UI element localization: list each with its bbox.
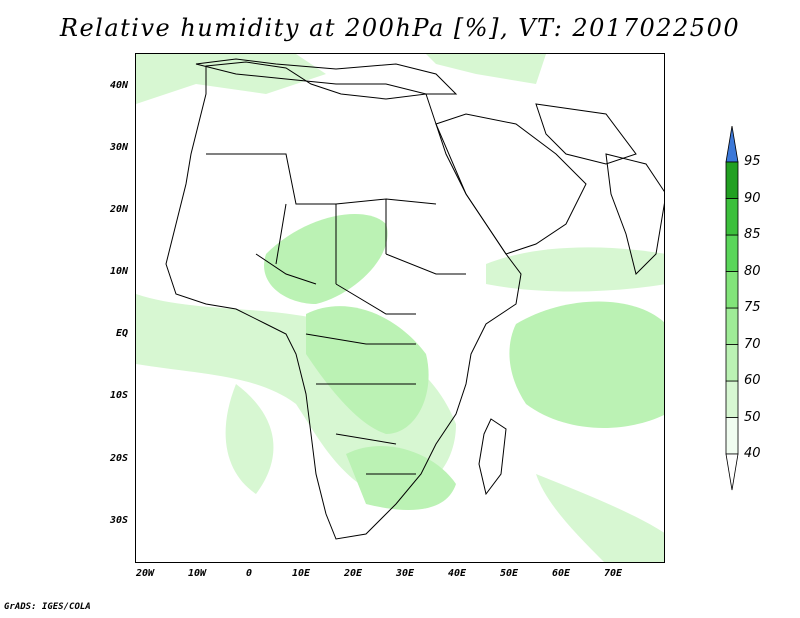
africa-outline — [165, 61, 522, 540]
colorbar-box-2 — [725, 344, 739, 382]
humidity-band-southern — [346, 445, 456, 510]
lat-label-eq: EQ — [115, 328, 128, 339]
humidity-band-arabian — [486, 247, 664, 292]
colorbar-box-6 — [725, 198, 739, 236]
colorbar-label-75: 75 — [744, 300, 761, 315]
humidity-band-mideast — [426, 54, 546, 84]
lat-label-30n: 30N — [109, 142, 128, 153]
iran-outline — [535, 103, 637, 165]
lat-label-10s: 10S — [109, 390, 128, 401]
lat-label-30s: 30S — [109, 515, 128, 526]
lat-label-10n: 10N — [109, 266, 128, 277]
colorbar-underflow-triangle — [725, 453, 739, 491]
lon-label-30e: 30E — [395, 568, 415, 579]
colorbar-box-0 — [725, 417, 739, 455]
india-outline — [605, 153, 664, 275]
madagascar-outline — [478, 418, 507, 496]
colorbar-box-3 — [725, 307, 739, 345]
colorbar — [725, 126, 739, 491]
europe-outline — [195, 58, 458, 95]
colorbar-label-90: 90 — [744, 190, 761, 206]
lat-label-20n: 20N — [109, 204, 128, 215]
arabia-outline — [435, 113, 587, 255]
lat-label-40n: 40N — [109, 80, 128, 91]
map-panel — [135, 53, 665, 563]
lon-label-20e: 20E — [343, 568, 363, 579]
colorbar-box-1 — [725, 380, 739, 418]
humidity-band-north — [136, 54, 326, 104]
lon-label-60e: 60E — [551, 568, 571, 579]
lon-label-0: 0 — [245, 568, 253, 579]
map-title: Relative humidity at 200hPa [%], VT: 201… — [59, 14, 741, 42]
lon-label-10w: 10W — [187, 568, 207, 579]
colorbar-label-50: 50 — [744, 409, 761, 425]
lon-label-20w: 20W — [135, 568, 155, 579]
colorbar-box-7 — [725, 161, 739, 199]
lon-label-40e: 40E — [447, 568, 467, 579]
lon-label-10e: 10E — [291, 568, 311, 579]
colorbar-label-80: 80 — [744, 263, 761, 279]
humidity-band-central — [306, 306, 429, 434]
lat-label-20s: 20S — [109, 453, 128, 464]
colorbar-box-5 — [725, 234, 739, 272]
map-canvas — [136, 54, 664, 562]
colorbar-label-60: 60 — [744, 373, 761, 388]
colorbar-label-85: 85 — [744, 227, 761, 242]
grads-credit: GrADS: IGES/COLA — [4, 602, 91, 612]
colorbar-label-95: 95 — [744, 154, 761, 169]
lon-label-70e: 70E — [603, 568, 623, 579]
coastlines — [165, 58, 664, 540]
humidity-band-sahel — [264, 214, 388, 304]
colorbar-box-4 — [725, 271, 739, 309]
lon-label-50e: 50E — [499, 568, 519, 579]
colorbar-label-40: 40 — [744, 446, 761, 461]
humidity-band-south-indian — [536, 474, 664, 562]
colorbar-overflow-triangle — [725, 126, 739, 163]
humidity-shading — [136, 54, 664, 562]
humidity-band-indian-ocean — [509, 301, 664, 428]
country-borders — [206, 153, 466, 475]
colorbar-boxes — [725, 126, 739, 491]
colorbar-label-70: 70 — [744, 336, 761, 352]
humidity-band-south-atlantic — [225, 384, 274, 494]
